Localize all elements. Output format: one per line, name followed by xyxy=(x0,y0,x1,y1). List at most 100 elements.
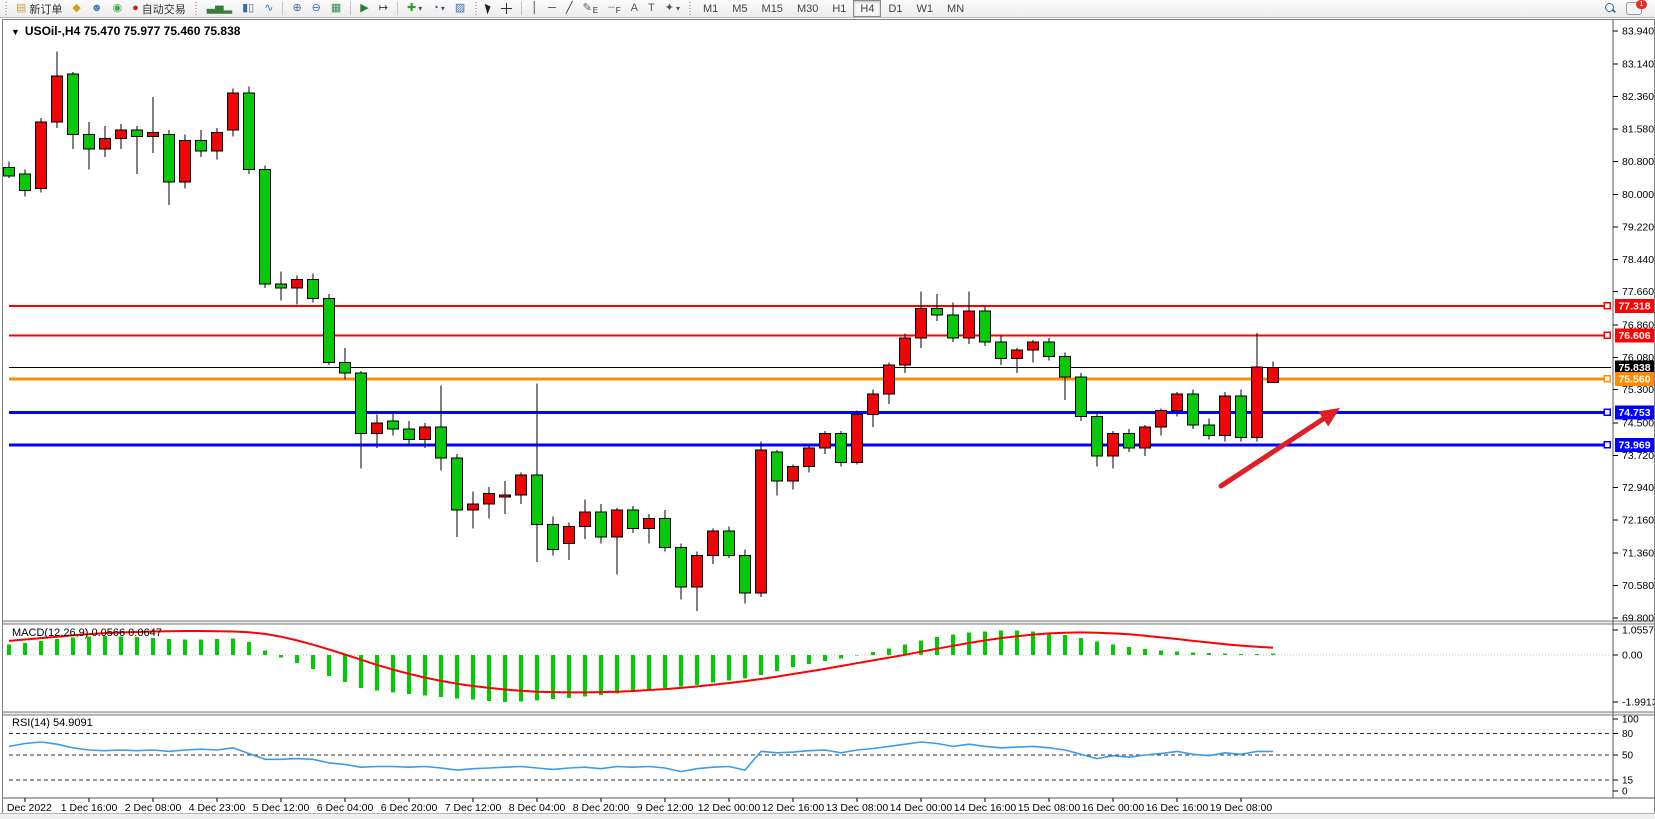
candle-bullish[interactable] xyxy=(483,492,495,505)
template-icon[interactable]: ▨ xyxy=(450,0,470,17)
candle-bearish[interactable] xyxy=(451,457,463,511)
timeframe-button-m5[interactable]: M5 xyxy=(732,2,748,15)
candle-bearish[interactable] xyxy=(1091,416,1103,457)
candle-bullish[interactable] xyxy=(99,138,111,150)
autotrading-button[interactable]: ● 自动交易 xyxy=(127,0,191,17)
timeframe-button-w1[interactable]: W1 xyxy=(916,2,934,15)
candle-bearish[interactable] xyxy=(1187,393,1199,426)
candle-bullish[interactable] xyxy=(563,526,575,544)
candle-bearish[interactable] xyxy=(387,420,399,430)
candle-bearish[interactable] xyxy=(995,341,1007,360)
candle-bearish[interactable] xyxy=(131,129,143,137)
line-chart-icon[interactable]: ∿ xyxy=(259,0,278,17)
candle-bullish[interactable] xyxy=(883,364,895,395)
candle-bearish[interactable] xyxy=(1235,395,1247,438)
candle-bearish[interactable] xyxy=(355,372,367,434)
candle-bullish[interactable] xyxy=(691,555,703,588)
search-button[interactable] xyxy=(1600,0,1621,17)
panel-splitter[interactable] xyxy=(3,621,1654,624)
auto-scroll-icon[interactable]: ▶ xyxy=(355,0,373,17)
candle-bullish[interactable] xyxy=(915,308,927,339)
candle-bearish[interactable] xyxy=(771,451,783,482)
candle-bullish[interactable] xyxy=(851,414,863,463)
add-indicator-icon[interactable]: ✚ ▾ xyxy=(402,0,427,17)
market-watch-icon[interactable]: ☻ xyxy=(86,0,108,17)
candle-bullish[interactable] xyxy=(371,422,383,434)
candle-bearish[interactable] xyxy=(595,511,607,538)
chat-button[interactable]: 1 xyxy=(1621,0,1647,17)
candle-bearish[interactable] xyxy=(659,517,671,548)
candle-bullish[interactable] xyxy=(147,131,159,137)
timeframe-button-m1[interactable]: M1 xyxy=(702,2,719,15)
timeframe-button-m15[interactable]: M15 xyxy=(761,2,783,15)
candle-bearish[interactable] xyxy=(195,140,207,152)
candle-chart-icon[interactable]: ▮▯ xyxy=(237,0,259,17)
candle-bearish[interactable] xyxy=(19,173,31,191)
fibonacci-tool-icon[interactable]: ┈ F xyxy=(603,0,626,17)
candle-bearish[interactable] xyxy=(67,73,79,135)
candle-bullish[interactable] xyxy=(1107,432,1119,457)
collapse-caret-icon[interactable]: ▼ xyxy=(11,27,20,37)
trendline-tool-icon[interactable]: ╱ xyxy=(561,0,578,17)
vertical-line-tool-icon[interactable]: │ xyxy=(526,0,543,17)
candle-bullish[interactable] xyxy=(211,131,223,152)
horizontal-line-tool-icon[interactable]: ─ xyxy=(543,0,561,17)
candle-bearish[interactable] xyxy=(435,426,447,459)
candle-bullish[interactable] xyxy=(1155,409,1167,428)
level-line-endpoint[interactable] xyxy=(1603,375,1611,383)
candle-bullish[interactable] xyxy=(515,474,527,496)
candle-bearish[interactable] xyxy=(531,474,543,526)
crosshair-tool-icon[interactable] xyxy=(496,0,517,17)
candle-bearish[interactable] xyxy=(947,314,959,339)
candle-bearish[interactable] xyxy=(675,546,687,588)
candle-bullish[interactable] xyxy=(611,509,623,538)
candle-bearish[interactable] xyxy=(547,524,559,551)
level-line-endpoint[interactable] xyxy=(1603,408,1611,417)
signal-icon[interactable]: ◉ xyxy=(107,0,127,17)
candle-bullish[interactable] xyxy=(1267,366,1279,384)
chart-canvas[interactable]: 83.940 83.140 82.360 81.580 80.800 80.000 79.2… xyxy=(3,20,1654,813)
candle-bullish[interactable] xyxy=(755,449,767,594)
level-line-endpoint[interactable] xyxy=(1603,302,1611,310)
candle-bullish[interactable] xyxy=(899,337,911,366)
bar-chart-icon[interactable]: ▃▅▂ xyxy=(202,0,237,17)
candle-bearish[interactable] xyxy=(723,530,735,557)
candle-bearish[interactable] xyxy=(403,428,415,440)
candle-bearish[interactable] xyxy=(1059,355,1071,378)
candle-bullish[interactable] xyxy=(467,503,479,511)
candle-bullish[interactable] xyxy=(179,140,191,183)
candle-bullish[interactable] xyxy=(51,75,63,123)
candle-bearish[interactable] xyxy=(979,310,991,343)
candle-bearish[interactable] xyxy=(83,133,95,150)
candle-bearish[interactable] xyxy=(931,308,943,316)
candle-bullish[interactable] xyxy=(1251,366,1263,438)
period-clock-icon-dropdown-icon[interactable]: ▾ xyxy=(440,4,445,13)
candle-bearish[interactable] xyxy=(307,279,319,299)
timeframe-button-h1[interactable]: H1 xyxy=(832,2,847,15)
cursor-tool-icon[interactable] xyxy=(481,0,496,17)
timeframe-button-h4[interactable]: H4 xyxy=(853,0,882,17)
candle-bullish[interactable] xyxy=(115,129,127,140)
candle-bullish[interactable] xyxy=(291,279,303,289)
tile-windows-icon[interactable]: ▦ xyxy=(326,0,346,17)
candle-bullish[interactable] xyxy=(707,530,719,557)
level-line-endpoint[interactable] xyxy=(1603,441,1611,449)
candle-bullish[interactable] xyxy=(1027,341,1039,351)
level-line-endpoint[interactable] xyxy=(1603,331,1611,340)
timeframe-button-m30[interactable]: M30 xyxy=(796,2,819,15)
candle-bullish[interactable] xyxy=(419,426,431,440)
candle-bearish[interactable] xyxy=(275,283,287,289)
candle-bullish[interactable] xyxy=(643,517,655,530)
candle-bearish[interactable] xyxy=(1043,341,1055,357)
candle-bearish[interactable] xyxy=(339,362,351,374)
candle-bullish[interactable] xyxy=(1139,426,1151,449)
candle-bullish[interactable] xyxy=(579,511,591,528)
charts-icon[interactable]: ◆ xyxy=(67,0,85,17)
trend-arrow-head[interactable] xyxy=(1318,408,1340,427)
candle-bearish[interactable] xyxy=(1203,424,1215,436)
candle-bearish[interactable] xyxy=(739,555,751,594)
candle-bearish[interactable] xyxy=(323,297,335,364)
add-indicator-icon-dropdown-icon[interactable]: ▾ xyxy=(418,4,423,13)
text-label-tool-icon[interactable]: T xyxy=(643,0,660,17)
arrows-tool-icon-dropdown-icon[interactable]: ▾ xyxy=(675,4,680,13)
